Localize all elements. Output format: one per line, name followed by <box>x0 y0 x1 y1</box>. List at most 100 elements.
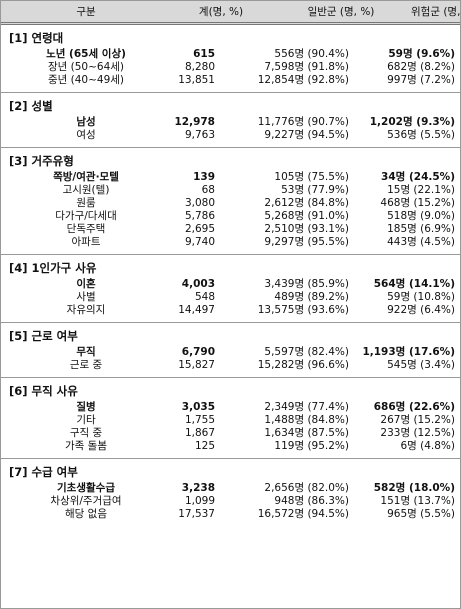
table-row: 해당 없음 17,537 16,572명 (94.5%) 965명 (5.5%) <box>1 508 460 521</box>
table-cell: 233명 (12.5%) <box>380 427 455 439</box>
table-row: 무직 6,790 5,597명 (82.4%) 1,193명 (17.6%) <box>1 346 460 359</box>
table-cell: 34명 (24.5%) <box>381 171 455 183</box>
table-cell: 545명 (3.4%) <box>387 359 455 371</box>
table-row: 여성 9,763 9,227명 (94.5%) 536명 (5.5%) <box>1 129 460 142</box>
table-cell: 1,867 <box>184 427 215 439</box>
table-row: 쪽방/여관·모텔 139 105명 (75.5%) 34명 (24.5%) <box>1 171 460 184</box>
table-cell: 7,598명 (91.8%) <box>264 61 349 73</box>
section: [5] 근로 여부 무직 6,790 5,597명 (82.4%) 1,193명 (17… <box>1 323 460 378</box>
table-cell: 여성 <box>76 129 96 141</box>
table-cell: 582명 (18.0%) <box>373 482 455 494</box>
table-cell: 1,099 <box>184 495 215 507</box>
table-cell: 11,776명 (90.7%) <box>257 116 349 128</box>
table-cell: 468명 (15.2%) <box>380 197 455 209</box>
table-cell: 노년 (65세 이상) <box>46 48 126 60</box>
table-cell: 2,349명 (77.4%) <box>264 401 349 413</box>
table-cell: 단독주택 <box>66 223 106 235</box>
section: [7] 수급 여부 기초생활수급 3,238 2,656명 (82.0%) 582명 (… <box>1 459 460 526</box>
table-row: 아파트 9,740 9,297명 (95.5%) 443명 (4.5%) <box>1 236 460 249</box>
section: [1] 연령대 노년 (65세 이상) 615 556명 (90.4%) 59명 (9.… <box>1 25 460 93</box>
table-cell: 564명 (14.1%) <box>373 278 455 290</box>
table-cell: 536명 (5.5%) <box>387 129 455 141</box>
section: [6] 무직 사유 질병 3,035 2,349명 (77.4%) 686명 (22.6… <box>1 378 460 459</box>
table-row: 단독주택 2,695 2,510명 (93.1%) 185명 (6.9%) <box>1 223 460 236</box>
table-cell: 질병 <box>76 401 96 413</box>
table-cell: 기초생활수급 <box>57 482 115 494</box>
table-row: 근로 중 15,827 15,282명 (96.6%) 545명 (3.4%) <box>1 359 460 372</box>
section-title: [1] 연령대 <box>9 31 64 45</box>
table-cell: 남성 <box>76 116 96 128</box>
table-cell: 15명 (22.1%) <box>387 184 455 196</box>
header-cell: 위험군 (명, %) <box>411 6 461 18</box>
table-cell: 615 <box>193 48 215 60</box>
table-cell: 267명 (15.2%) <box>380 414 455 426</box>
table-cell: 구직 중 <box>69 427 103 439</box>
header-cell: 구분 <box>76 6 96 18</box>
section: [2] 성별 남성 12,978 11,776명 (90.7%) 1,202명 (9.3… <box>1 93 460 148</box>
table-cell: 948명 (86.3%) <box>274 495 349 507</box>
section-title: [3] 거주유형 <box>9 154 74 168</box>
table-cell: 자유의지 <box>66 304 106 316</box>
table-cell: 185명 (6.9%) <box>387 223 455 235</box>
table-cell: 105명 (75.5%) <box>274 171 349 183</box>
table-cell: 518명 (9.0%) <box>387 210 455 222</box>
table-cell: 원룸 <box>76 197 96 209</box>
table-cell: 이혼 <box>76 278 96 290</box>
table-cell: 해당 없음 <box>65 508 107 520</box>
table-cell: 2,612명 (84.8%) <box>264 197 349 209</box>
table-row: 질병 3,035 2,349명 (77.4%) 686명 (22.6%) <box>1 401 460 414</box>
table-cell: 5,268명 (91.0%) <box>264 210 349 222</box>
table-cell: 3,080 <box>184 197 215 209</box>
table-cell: 682명 (8.2%) <box>387 61 455 73</box>
table-row: 자유의지 14,497 13,575명 (93.6%) 922명 (6.4%) <box>1 304 460 317</box>
table-cell: 장년 (50~64세) <box>47 61 125 73</box>
section-title: [5] 근로 여부 <box>9 329 78 343</box>
table-cell: 12,978 <box>174 116 215 128</box>
table-cell: 5,597명 (82.4%) <box>264 346 349 358</box>
table-cell: 965명 (5.5%) <box>387 508 455 520</box>
table-cell: 3,035 <box>181 401 215 413</box>
table-cell: 1,193명 (17.6%) <box>362 346 455 358</box>
table-row: 고시원(텔) 68 53명 (77.9%) 15명 (22.1%) <box>1 184 460 197</box>
table-cell: 686명 (22.6%) <box>373 401 455 413</box>
table-row: 사별 548 489명 (89.2%) 59명 (10.8%) <box>1 291 460 304</box>
table-cell: 다가구/다세대 <box>55 210 117 222</box>
table-cell: 3,439명 (85.9%) <box>264 278 349 290</box>
table-cell: 쪽방/여관·모텔 <box>53 171 119 183</box>
table-row: 중년 (40~49세) 13,851 12,854명 (92.8%) 997명 (7.… <box>1 74 460 87</box>
table-cell: 151명 (13.7%) <box>380 495 455 507</box>
table-cell: 119명 (95.2%) <box>274 440 349 452</box>
section-title: [2] 성별 <box>9 99 53 113</box>
table-row: 기초생활수급 3,238 2,656명 (82.0%) 582명 (18.0%) <box>1 482 460 495</box>
table-cell: 6,790 <box>181 346 215 358</box>
table-row: 이혼 4,003 3,439명 (85.9%) 564명 (14.1%) <box>1 278 460 291</box>
table-cell: 5,786 <box>184 210 215 222</box>
table-cell: 아파트 <box>71 236 101 248</box>
section: [4] 1인가구 사유 이혼 4,003 3,439명 (85.9%) 564명 (14… <box>1 255 460 323</box>
table-cell: 2,510명 (93.1%) <box>264 223 349 235</box>
section-title: [7] 수급 여부 <box>9 465 78 479</box>
table-cell: 9,227명 (94.5%) <box>264 129 349 141</box>
table-cell: 중년 (40~49세) <box>47 74 125 86</box>
table-cell: 443명 (4.5%) <box>387 236 455 248</box>
table-cell: 차상위/주거급여 <box>50 495 122 507</box>
table-row: 기타 1,755 1,488명 (84.8%) 267명 (15.2%) <box>1 414 460 427</box>
table-cell: 15,282명 (96.6%) <box>257 359 349 371</box>
table-cell: 1,634명 (87.5%) <box>264 427 349 439</box>
table-cell: 1,488명 (84.8%) <box>264 414 349 426</box>
table-cell: 15,827 <box>178 359 215 371</box>
table-cell: 922명 (6.4%) <box>387 304 455 316</box>
table-cell: 사별 <box>76 291 96 303</box>
table-body: [1] 연령대 노년 (65세 이상) 615 556명 (90.4%) 59명 (9.… <box>1 25 460 526</box>
table-cell: 9,740 <box>184 236 215 248</box>
table-cell: 2,656명 (82.0%) <box>264 482 349 494</box>
table-cell: 14,497 <box>178 304 215 316</box>
table-cell: 1,755 <box>184 414 215 426</box>
table-row: 원룸 3,080 2,612명 (84.8%) 468명 (15.2%) <box>1 197 460 210</box>
table-cell: 2,695 <box>184 223 215 235</box>
table-cell: 13,575명 (93.6%) <box>257 304 349 316</box>
table-cell: 489명 (89.2%) <box>274 291 349 303</box>
table-cell: 6명 (4.8%) <box>400 440 455 452</box>
header-cell: 계(명, %) <box>198 6 244 18</box>
table-cell: 556명 (90.4%) <box>274 48 349 60</box>
